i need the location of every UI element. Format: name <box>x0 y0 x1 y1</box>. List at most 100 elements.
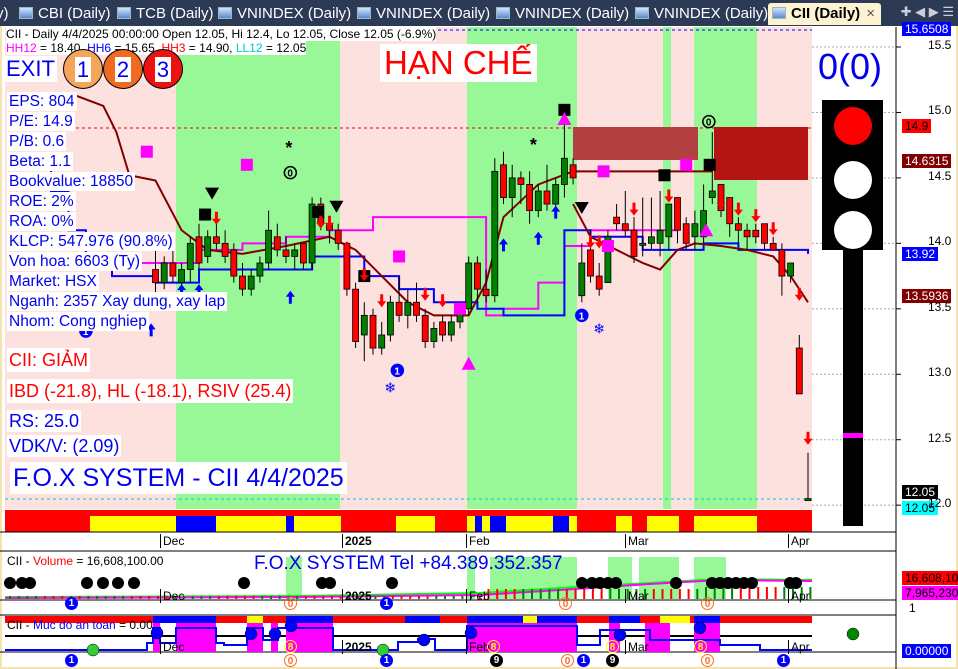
candle-down <box>621 223 629 231</box>
candle-down <box>517 177 525 185</box>
fundamental-item: ROE: 2% <box>7 192 76 211</box>
candle-down <box>352 288 360 342</box>
arrow-up-icon <box>194 284 204 298</box>
cycle-badge: 0 <box>284 597 297 610</box>
tab-cii[interactable]: CII (Daily) × <box>768 3 881 25</box>
cycle-badge: 9 <box>490 654 503 667</box>
close-icon[interactable]: × <box>866 5 875 22</box>
bull-zone <box>467 27 577 509</box>
tab-vnindex-4[interactable]: VNINDEX (Daily) <box>635 3 768 25</box>
safety-dot <box>268 627 282 641</box>
x-tick-label: Dec <box>160 640 184 654</box>
x-tick-label: Apr <box>788 640 810 654</box>
tab-vnindex-3[interactable]: VNINDEX (Daily) <box>496 3 629 25</box>
fundamental-item: P/E: 14.9 <box>7 112 75 131</box>
volume-symbol: CII - <box>7 554 33 568</box>
safety-strip <box>405 616 440 623</box>
volume-dot <box>4 577 16 589</box>
safety-strip <box>467 616 577 623</box>
x-tick-label: Dec <box>160 589 184 603</box>
y-tick-label: 12.0 <box>928 496 952 511</box>
tab-tcb[interactable]: TCB (Daily) <box>117 3 214 25</box>
strip-segment <box>176 516 216 532</box>
volume-dot <box>112 577 124 589</box>
arrow-down-icon <box>768 222 778 236</box>
y-tick-label: 13.0 <box>928 365 952 380</box>
magenta-square-icon <box>454 302 466 315</box>
magenta-square-icon <box>140 145 153 158</box>
signal-badge-label: 0 <box>706 118 712 129</box>
triangle-up-icon <box>699 223 714 237</box>
arrow-down-icon <box>716 196 726 210</box>
safety-zone <box>467 623 577 652</box>
ll12-value: = 12.05 <box>262 41 307 55</box>
cycle-badge: 1 <box>577 654 590 667</box>
cycle-badge: 1 <box>65 597 78 610</box>
magenta-square-icon <box>597 165 610 178</box>
tab-partial[interactable]: y) <box>0 3 9 25</box>
tab-label: VNINDEX (Daily) <box>515 5 630 22</box>
candle-up <box>578 262 586 297</box>
chart-icon <box>496 7 510 19</box>
chart-header-line2: HH12 = 18.40, HH6 = 15.65, HH3 = 14.90, … <box>6 41 307 55</box>
ll12-label: LL12 <box>235 41 263 55</box>
price-label: 13.92 <box>902 246 939 261</box>
fundamental-item: Nganh: 2357 Xay dung, xay lap <box>7 292 228 311</box>
arrow-down-icon <box>733 202 743 216</box>
candles <box>152 112 812 502</box>
cycle-badge: 0 <box>284 654 297 667</box>
candle-down <box>569 164 577 179</box>
candle-down <box>230 249 238 277</box>
chart-icon <box>635 7 649 19</box>
exit-level-3[interactable]: 3 <box>143 49 183 89</box>
candle-down <box>500 164 507 198</box>
candle-up <box>378 334 386 349</box>
exit-level-1[interactable]: 1 <box>63 49 103 89</box>
strip-segment <box>5 516 90 532</box>
arrow-up-icon <box>146 323 156 337</box>
safety-panel-title: CII - Muc do an toan = 0.00 <box>7 618 153 632</box>
candle-down <box>413 301 420 316</box>
signal-badge-label: 1 <box>83 327 89 338</box>
tab-cbi[interactable]: CBI (Daily) <box>19 3 111 25</box>
candle-down <box>369 314 377 349</box>
candle-down <box>761 223 768 244</box>
safety-dot <box>613 628 627 642</box>
safety-panel-graphics <box>5 616 860 657</box>
tab-vnindex-2[interactable]: VNINDEX (Daily) <box>357 3 490 25</box>
arrow-down-icon <box>377 294 387 308</box>
exit-level-label: 2 <box>114 57 132 82</box>
volume-avg-line <box>4 578 813 599</box>
candle-up <box>465 262 473 310</box>
x-tick-label: Dec <box>160 534 184 548</box>
candle-up <box>604 236 612 284</box>
trend-text: CII: GIẢM <box>7 348 91 372</box>
volume-name: Volume <box>33 554 74 568</box>
resistance-box <box>573 127 698 160</box>
off-light-icon <box>834 211 872 249</box>
safety-strip <box>247 616 263 623</box>
black-square-icon <box>658 169 671 182</box>
signal-badge <box>575 308 589 323</box>
candle-down <box>587 249 594 277</box>
cycle-badge: 0 <box>701 654 714 667</box>
exit-level-2[interactable]: 2 <box>103 49 143 89</box>
signal-badge <box>390 363 405 378</box>
candle-up <box>552 184 560 205</box>
volume-value: = 16,608,100.00 <box>73 554 164 568</box>
volume-dot <box>324 577 336 589</box>
arrow-down-icon <box>803 431 813 445</box>
tab-navigation[interactable]: ✚ ◀ ▶ ☰ <box>900 4 954 19</box>
candle-down <box>334 229 342 244</box>
price-label: 14.9 <box>902 118 932 133</box>
candle-down <box>526 184 533 212</box>
signal-count: 0(0) <box>818 46 883 87</box>
asterisk-icon: * <box>285 138 292 158</box>
cycle-badge: 0 <box>701 597 714 610</box>
strip-segment <box>286 516 294 532</box>
candle-up <box>639 242 647 246</box>
candle-down <box>726 197 734 225</box>
traffic-light-level <box>843 433 863 438</box>
tab-vnindex-1[interactable]: VNINDEX (Daily) <box>218 3 351 25</box>
candle-down <box>421 314 429 342</box>
